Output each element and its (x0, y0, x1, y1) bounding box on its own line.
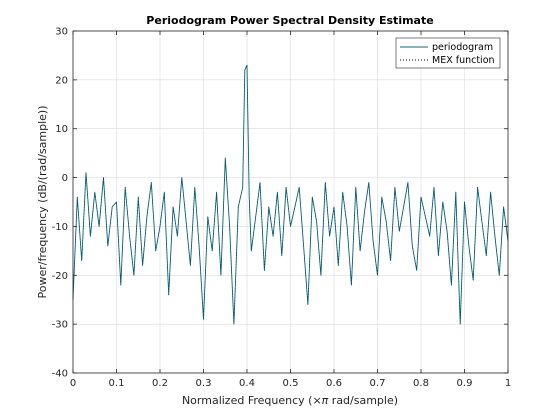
y-tick-label: -30 (52, 320, 68, 331)
legend-box (395, 37, 501, 69)
x-axis-label: Normalized Frequency (×π rad/sample) (182, 394, 398, 407)
y-tick-label: 0 (62, 173, 68, 184)
legend[interactable]: periodogram MEX function (395, 37, 501, 69)
series-line-periodogram (72, 64, 509, 325)
x-tick-label: 0.8 (413, 378, 429, 389)
x-axis-label-prefix: Normalized Frequency ( (182, 394, 313, 407)
x-tick-label: 0.9 (457, 378, 473, 389)
x-tick-label: 0.3 (196, 378, 212, 389)
x-tick-label: 0.2 (152, 378, 168, 389)
tick-marks (72, 30, 509, 374)
x-tick-labels: 0 0.1 0.2 0.3 0.4 0.5 0.6 0.7 0.8 0.9 1 (70, 378, 511, 389)
x-tick-label: 0.4 (239, 378, 255, 389)
x-tick-label: 0.5 (283, 378, 299, 389)
x-tick-label: 0 (70, 378, 76, 389)
x-axis-label-suffix: rad/sample) (328, 394, 398, 407)
y-tick-label: -20 (52, 271, 68, 282)
chart-title: Periodogram Power Spectral Density Estim… (146, 14, 433, 27)
x-tick-label: 1 (505, 378, 511, 389)
x-tick-label: 0.7 (370, 378, 386, 389)
y-tick-label: -40 (52, 369, 68, 380)
y-tick-label: 10 (55, 124, 68, 135)
y-tick-label: 30 (55, 27, 68, 38)
series-line-mex-function (72, 64, 509, 325)
legend-label-periodogram: periodogram (432, 42, 493, 53)
y-tick-labels: -40 -30 -20 -10 0 10 20 30 (52, 27, 68, 380)
y-tick-label: 20 (55, 75, 68, 86)
x-tick-label: 0.1 (109, 378, 125, 389)
series-layer (72, 64, 509, 325)
x-tick-label: 0.6 (326, 378, 342, 389)
y-axis-label: Power/frequency (dB/(rad/sample)) (36, 106, 49, 299)
x-axis-label-symbol: ×π (312, 394, 328, 407)
legend-label-mex-function: MEX function (432, 55, 495, 66)
y-tick-label: -10 (52, 222, 68, 233)
